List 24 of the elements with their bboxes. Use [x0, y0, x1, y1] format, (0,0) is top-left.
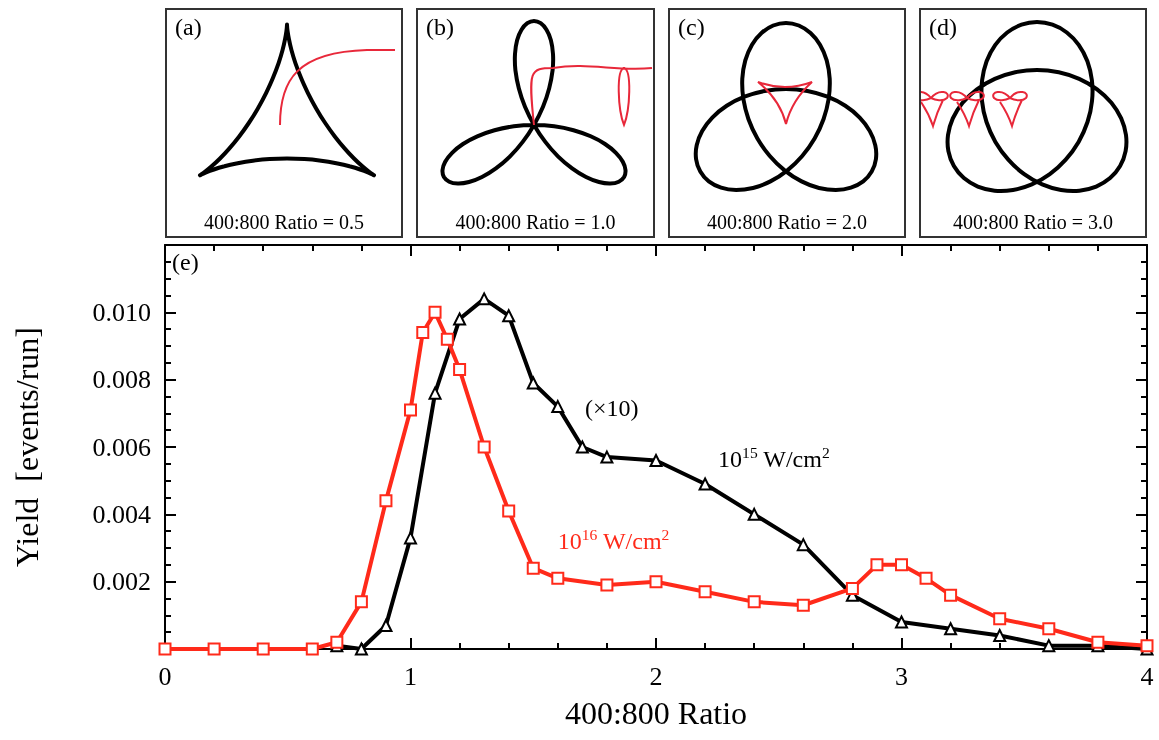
x-tick-label: 4: [1140, 661, 1154, 691]
y-tick-label: 0.010: [92, 297, 151, 327]
x-tick-label: 1: [404, 661, 417, 691]
chart-title: (e): [172, 249, 199, 275]
series-label: 10$^{16}$ W/cm$^{2}$: [557, 526, 670, 556]
annotation: (×10): [585, 395, 639, 422]
series-label: 10$^{15}$ W/cm$^{2}$: [718, 444, 830, 474]
text: 400:800 Ratio = 0.5: [202, 211, 366, 234]
y-tick-label: 0.002: [92, 567, 151, 597]
text: 400:800 Ratio = 3.0: [951, 211, 1115, 234]
y-axis-title: Yield [events/run]: [9, 327, 45, 567]
text: (c): [678, 14, 705, 41]
text: (b): [426, 14, 454, 41]
text: (a): [175, 14, 202, 41]
text: (d): [929, 14, 957, 41]
text: 400:800 Ratio = 2.0: [705, 211, 869, 234]
x-tick-label: 2: [649, 661, 663, 691]
text: 400:800 Ratio = 1.0: [454, 211, 617, 234]
x-axis-title: 400:800 Ratio: [564, 695, 748, 731]
x-tick-label: 0: [158, 661, 172, 691]
y-tick-label: 0.004: [92, 499, 151, 529]
y-tick-label: 0.008: [92, 365, 151, 395]
y-tick-label: 0.006: [92, 432, 151, 462]
x-tick-label: 3: [895, 661, 908, 691]
